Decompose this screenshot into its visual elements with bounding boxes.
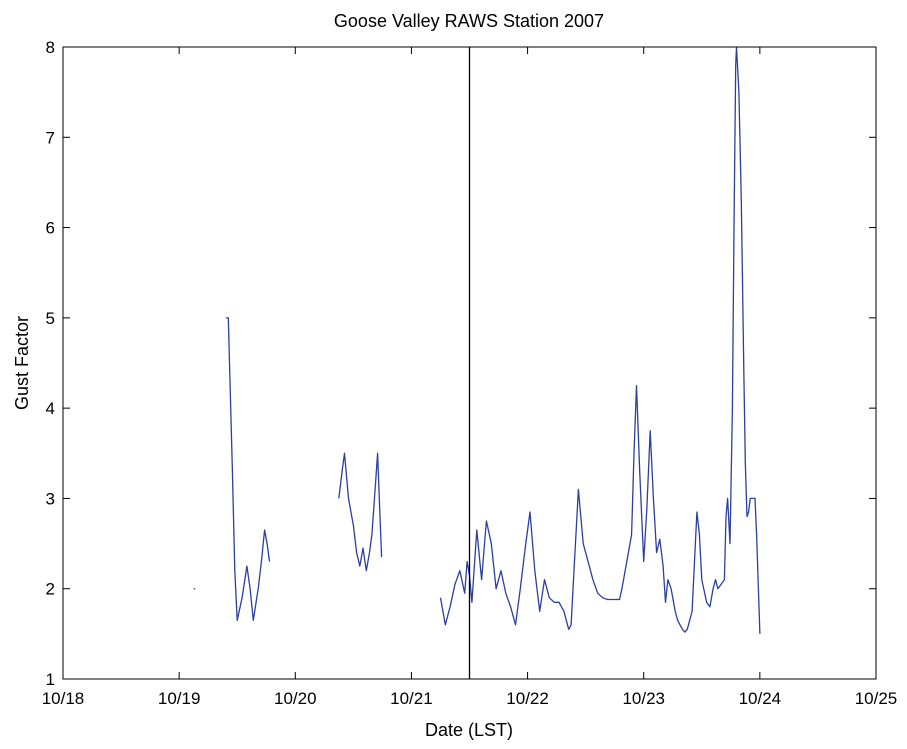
- series-line-segment: [439, 46, 761, 634]
- x-tick-label: 10/22: [506, 689, 549, 708]
- y-tick-label: 1: [46, 670, 55, 689]
- series-line-segment: [338, 452, 383, 572]
- y-tick-label: 4: [46, 399, 55, 418]
- y-axis-title: Gust Factor: [12, 316, 32, 410]
- plot-area: [193, 46, 761, 634]
- y-tick-label: 7: [46, 128, 55, 147]
- x-tick-label: 10/20: [274, 689, 317, 708]
- y-tick-label: 6: [46, 219, 55, 238]
- x-axis: 10/18 10/19 10/20 10/21 10/22 10/23 10/24 10/25: [42, 47, 898, 708]
- y-tick-label: 8: [46, 38, 55, 57]
- x-tick-label: 10/21: [390, 689, 433, 708]
- x-tick-label: 10/18: [42, 689, 85, 708]
- x-tick-label: 10/23: [622, 689, 665, 708]
- x-tick-label: 10/19: [158, 689, 201, 708]
- x-tick-label: 10/24: [739, 689, 782, 708]
- chart-title: Goose Valley RAWS Station 2007: [334, 11, 604, 31]
- x-axis-title: Date (LST): [425, 720, 513, 740]
- series-line-segment: [225, 317, 271, 621]
- y-tick-label: 5: [46, 309, 55, 328]
- y-tick-label: 2: [46, 580, 55, 599]
- axes-box: [62, 46, 877, 680]
- y-tick-label: 3: [46, 489, 55, 508]
- y-axis: 1 2 3 4 5 6 7 8: [46, 38, 876, 689]
- x-tick-label: 10/25: [855, 689, 898, 708]
